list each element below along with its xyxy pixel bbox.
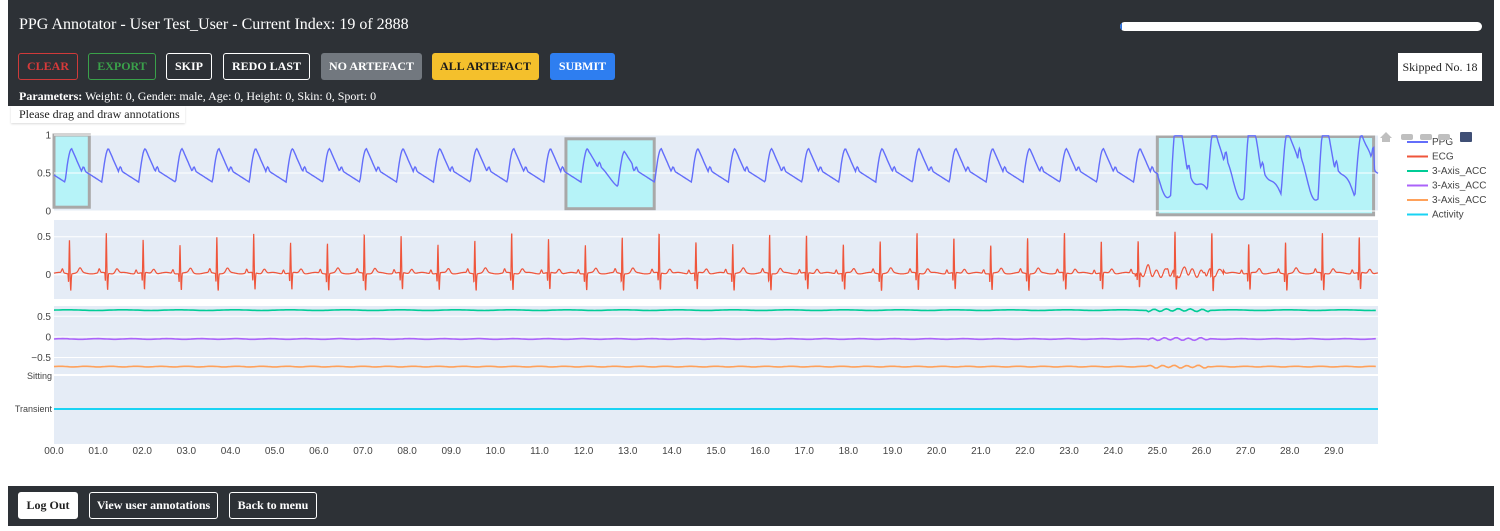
x-tick-label: 16.0 [750,446,770,457]
y-tick-label: 0.5 [37,312,51,323]
modebar[interactable] [1380,132,1472,142]
y-tick-label: 0 [45,332,51,343]
legend-item: 3-Axis_ACC [1432,181,1486,192]
x-tick-label: 26.0 [1192,446,1212,457]
x-tick-label: 07.0 [353,446,373,457]
footer-bar: Log Out View user annotations Back to me… [8,486,1494,526]
page-title: PPG Annotator - User Test_User - Current… [19,16,409,33]
redo-last-button[interactable]: REDO LAST [223,53,310,80]
x-tick-label: 24.0 [1103,446,1123,457]
x-tick-label: 25.0 [1148,446,1168,457]
x-tick-label: 12.0 [574,446,594,457]
top-bar: PPG Annotator - User Test_User - Current… [8,0,1494,106]
x-tick-label: 23.0 [1059,446,1079,457]
legend[interactable]: PPG ECG 3-Axis_ACC 3-Axis_ACC 3-Axis_ACC Acti… [1407,137,1486,221]
x-tick-label: 21.0 [971,446,991,457]
annotations-layer[interactable] [52,133,1376,217]
x-tick-label: 06.0 [309,446,329,457]
acc-line [53,307,1376,313]
zoom-icon[interactable] [1401,134,1413,140]
x-tick-label: 20.0 [927,446,947,457]
legend-item: ECG [1432,152,1454,163]
activity-tick-label: Transient [15,404,53,414]
annotation-box[interactable] [564,137,656,211]
annotation-box[interactable] [52,133,91,209]
home-icon[interactable] [1380,132,1392,142]
x-tick-label: 15.0 [706,446,726,457]
pan-icon[interactable] [1420,134,1432,140]
progress-bar-fill [1120,22,1123,31]
ecg-line [53,231,1379,292]
view-user-annotations-button[interactable]: View user annotations [89,492,218,519]
series-layer [53,134,1379,410]
signal-chart[interactable]: Sitting Transient 1 0.5 0 0.5 0 0.5 0 −0.5 00.0 01.… [0,128,1500,458]
y-tick-label: 1 [45,131,51,142]
x-tick-label: 27.0 [1236,446,1256,457]
legend-item: PPG [1432,137,1453,148]
legend-item: 3-Axis_ACC [1432,195,1486,206]
x-tick-label: 00.0 [44,446,64,457]
acc-line [53,336,1376,342]
y-tick-label: 0 [45,270,51,281]
log-out-button[interactable]: Log Out [18,492,78,519]
x-tick-label: 28.0 [1280,446,1300,457]
x-tick-label: 04.0 [221,446,241,457]
x-tick-label: 03.0 [177,446,197,457]
export-button[interactable]: EXPORT [88,53,156,80]
legend-item: 3-Axis_ACC [1432,166,1486,177]
x-tick-label: 22.0 [1015,446,1035,457]
y-tick-label: −0.5 [31,353,51,364]
parameters-label: Parameters: [19,89,83,103]
acc-line [53,364,1376,369]
y-tick-label: 0.5 [37,169,51,180]
x-tick-label: 10.0 [486,446,506,457]
x-tick-label: 17.0 [795,446,815,457]
back-to-menu-button[interactable]: Back to menu [229,492,317,519]
select-icon[interactable] [1438,134,1450,140]
annotation-hint: Please drag and draw annotations [11,106,185,123]
clear-button[interactable]: CLEAR [18,53,78,80]
x-tick-label: 02.0 [133,446,153,457]
plotly-logo-icon[interactable] [1460,132,1472,142]
x-tick-label: 05.0 [265,446,285,457]
x-tick-label: 13.0 [618,446,638,457]
x-tick-label: 14.0 [662,446,682,457]
progress-bar [1120,22,1482,31]
parameters-line: Parameters: Weight: 0, Gender: male, Age… [19,89,376,104]
x-tick-label: 09.0 [441,446,461,457]
no-artefact-button[interactable]: NO ARTEFACT [321,53,422,80]
ticks-layer: Sitting Transient 1 0.5 0 0.5 0 0.5 0 −0.5 00.0 01.… [15,131,1344,458]
x-tick-label: 29.0 [1324,446,1344,457]
x-tick-label: 19.0 [883,446,903,457]
ecg-panel[interactable] [54,220,1378,299]
legend-item: Activity [1432,210,1464,221]
x-tick-label: 01.0 [88,446,108,457]
ppg-line [53,135,1379,201]
submit-button[interactable]: SUBMIT [550,53,615,80]
activity-tick-label: Sitting [27,371,52,381]
x-tick-label: 18.0 [839,446,859,457]
annotation-box[interactable] [1155,135,1376,217]
y-tick-label: 0 [45,207,51,218]
x-tick-label: 11.0 [530,446,549,457]
skip-button[interactable]: SKIP [166,53,212,80]
skipped-counter: Skipped No. 18 [1398,53,1482,81]
all-artefact-button[interactable]: ALL ARTEFACT [432,53,539,80]
y-tick-label: 0.5 [37,232,51,243]
x-tick-label: 08.0 [397,446,417,457]
parameters-values: Weight: 0, Gender: male, Age: 0, Height:… [82,89,377,103]
